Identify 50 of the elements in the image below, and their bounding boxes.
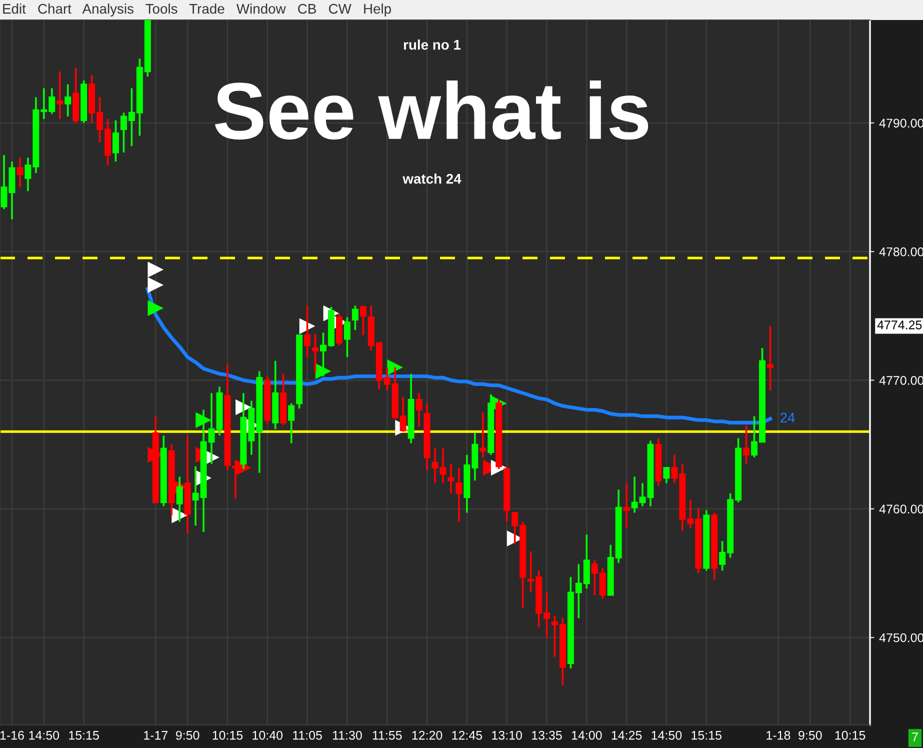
candlestick: [312, 333, 319, 374]
candlestick: [623, 482, 630, 530]
text: watch 24: [402, 174, 462, 184]
candlestick: [456, 466, 462, 523]
candlestick: [352, 304, 358, 331]
candlestick: [16, 156, 24, 188]
candlestick: [112, 119, 119, 162]
candlestick: [766, 325, 774, 392]
x-tick-label: 11:05: [293, 730, 322, 740]
annotation: rule no 1: [404, 40, 461, 50]
x-tick-label: 10:15: [212, 730, 243, 740]
series-label: 24: [780, 412, 795, 422]
x-tick-label: 15:15: [69, 731, 99, 740]
candlestick: [448, 462, 454, 494]
candlestick: [344, 316, 350, 358]
candlestick: [743, 424, 750, 465]
point: [148, 262, 164, 278]
point: [148, 300, 164, 316]
x-tick-label: 13:10: [492, 730, 522, 740]
candlestick: [663, 466, 670, 484]
x-tick-label: 1-16: [0, 730, 24, 740]
point: [148, 277, 164, 293]
candlestick: [416, 392, 422, 428]
x-tick-label: 14:50: [29, 730, 60, 740]
x-tick-label: 10:40: [252, 730, 283, 740]
candlestick: [304, 304, 311, 358]
x-tick-label: 10:15: [835, 730, 866, 740]
text: Edit Chart Analysis Tools Trade Window CB CW Help: [3, 4, 391, 16]
candlestick: [56, 70, 64, 120]
x-tick-label: 14:50: [652, 730, 682, 740]
x-tick-label: 15:15: [692, 731, 722, 740]
candlestick: [64, 83, 72, 118]
candlestick: [176, 476, 183, 523]
x-tick-label: 14:25: [612, 730, 642, 740]
x-tick-label: 12:20: [412, 730, 442, 740]
x-tick-label: 14:00: [572, 730, 602, 740]
x-tick-label: 9:50: [798, 730, 822, 740]
x-tick-label: 11:55: [372, 731, 402, 740]
x-tick-label: 1-18: [766, 730, 790, 740]
x-tick-label: 11:30: [332, 730, 362, 740]
text: 4774.25: [877, 320, 922, 330]
text: See what is: [214, 80, 648, 140]
x-tick-label: 9:50: [176, 730, 200, 740]
x-tick-label: 12:45: [452, 730, 482, 740]
x-tick-label: 1-17: [144, 731, 168, 740]
text: 7: [912, 732, 918, 742]
candlestick: [288, 402, 295, 444]
candlestick: [480, 411, 486, 458]
x-tick-label: 13:35: [532, 730, 562, 740]
candlestick: [360, 304, 366, 336]
